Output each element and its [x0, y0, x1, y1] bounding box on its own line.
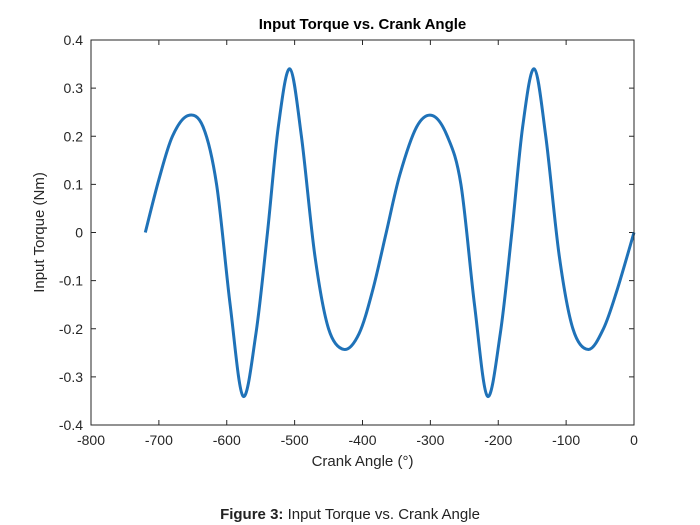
x-tick-label: -100: [552, 432, 580, 448]
figure-caption: Figure 3: Input Torque vs. Crank Angle: [0, 506, 700, 523]
torque-chart: -800 -700 -600 -500 -400 -300 -200 -100 0 -0.4 -0.…: [31, 16, 638, 470]
y-tick-label: 0.3: [64, 80, 84, 96]
caption-label: Figure 3:: [220, 506, 284, 523]
y-tick-label: 0: [75, 225, 83, 241]
x-tick-label: -200: [484, 432, 512, 448]
y-tick-label: -0.1: [59, 273, 83, 289]
plot-area: [91, 40, 634, 425]
caption-text: Input Torque vs. Crank Angle: [287, 506, 480, 523]
y-tick-label: -0.4: [59, 417, 83, 433]
y-axis-label: Input Torque (Nm): [31, 172, 48, 293]
x-tick-label: -800: [77, 432, 105, 448]
axis-ticks: -800 -700 -600 -500 -400 -300 -200 -100 0 -0.4 -0.…: [59, 32, 638, 448]
y-tick-label: 0.1: [64, 176, 84, 192]
axes-frame: [90, 39, 635, 426]
chart-title: Input Torque vs. Crank Angle: [259, 16, 467, 33]
y-tick-label: -0.3: [59, 369, 83, 385]
y-tick-label: -0.2: [59, 321, 83, 337]
axes-box: [90, 39, 635, 426]
x-tick-label: -300: [416, 432, 444, 448]
plot-background: [91, 40, 634, 425]
torque-series-line: [143, 67, 636, 398]
y-tick-label: 0.4: [64, 32, 84, 48]
x-tick-label: 0: [630, 432, 638, 448]
x-axis-label: Crank Angle (°): [312, 453, 414, 470]
series-layer: [143, 67, 636, 398]
x-tick-label: -500: [281, 432, 309, 448]
y-tick-label: 0.2: [64, 128, 84, 144]
x-tick-label: -400: [348, 432, 376, 448]
x-tick-label: -600: [213, 432, 241, 448]
x-tick-label: -700: [145, 432, 173, 448]
